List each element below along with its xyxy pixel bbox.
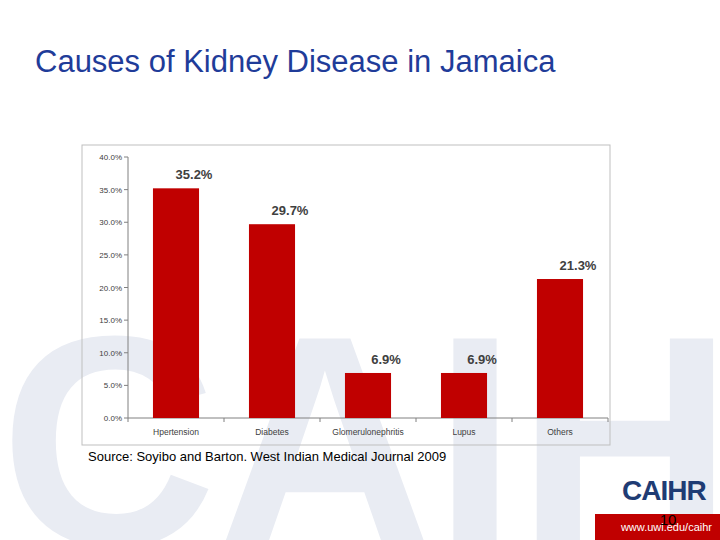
- bar: [153, 188, 199, 418]
- y-tick-label: 40.0%: [99, 153, 122, 162]
- chart-frame: [82, 145, 610, 445]
- bar: [537, 279, 583, 418]
- x-separator: [608, 418, 609, 422]
- bar: [441, 373, 487, 418]
- bars: [153, 188, 583, 418]
- page-number: 10: [660, 511, 677, 528]
- y-tick: [124, 385, 128, 386]
- slide: CAIHR Causes of Kidney Disease in Jamaica…: [0, 0, 720, 540]
- bar: [345, 373, 391, 418]
- y-tick-label: 20.0%: [99, 284, 122, 293]
- y-tick: [124, 320, 128, 321]
- x-tick-label: Diabetes: [255, 427, 289, 437]
- x-separator: [224, 418, 225, 422]
- y-tick-label: 15.0%: [99, 316, 122, 325]
- y-tick: [124, 189, 128, 190]
- x-separator: [128, 418, 129, 422]
- data-label: 6.9%: [467, 352, 497, 367]
- logo: CAIHR: [622, 475, 706, 506]
- data-label: 35.2%: [176, 167, 213, 182]
- x-tick-label: Glomerulonephritis: [332, 427, 403, 437]
- footer-band: [595, 514, 720, 540]
- title: Causes of Kidney Disease in Jamaica: [35, 44, 556, 79]
- y-tick-label: 0.0%: [104, 414, 122, 423]
- data-label: 29.7%: [272, 203, 309, 218]
- y-tick-label: 5.0%: [104, 381, 122, 390]
- y-tick-label: 35.0%: [99, 186, 122, 195]
- x-tick-label: Hpertension: [153, 427, 199, 437]
- y-tick-label: 30.0%: [99, 218, 122, 227]
- y-tick: [124, 254, 128, 255]
- x-separator: [512, 418, 513, 422]
- y-tick: [124, 287, 128, 288]
- x-separator: [320, 418, 321, 422]
- x-tick-label: Others: [547, 427, 573, 437]
- y-tick: [124, 157, 128, 158]
- y-tick: [124, 418, 128, 419]
- watermark: CAIHR: [0, 273, 720, 540]
- data-label: 6.9%: [371, 352, 401, 367]
- y-tick-label: 10.0%: [99, 349, 122, 358]
- x-separator: [416, 418, 417, 422]
- x-tick-label: Lupus: [452, 427, 475, 437]
- data-label: 21.3%: [560, 258, 597, 273]
- source: Source: Soyibo and Barton. West Indian M…: [88, 449, 446, 464]
- y-tick: [124, 222, 128, 223]
- bar: [249, 224, 295, 418]
- y-tick-label: 25.0%: [99, 251, 122, 260]
- y-tick: [124, 352, 128, 353]
